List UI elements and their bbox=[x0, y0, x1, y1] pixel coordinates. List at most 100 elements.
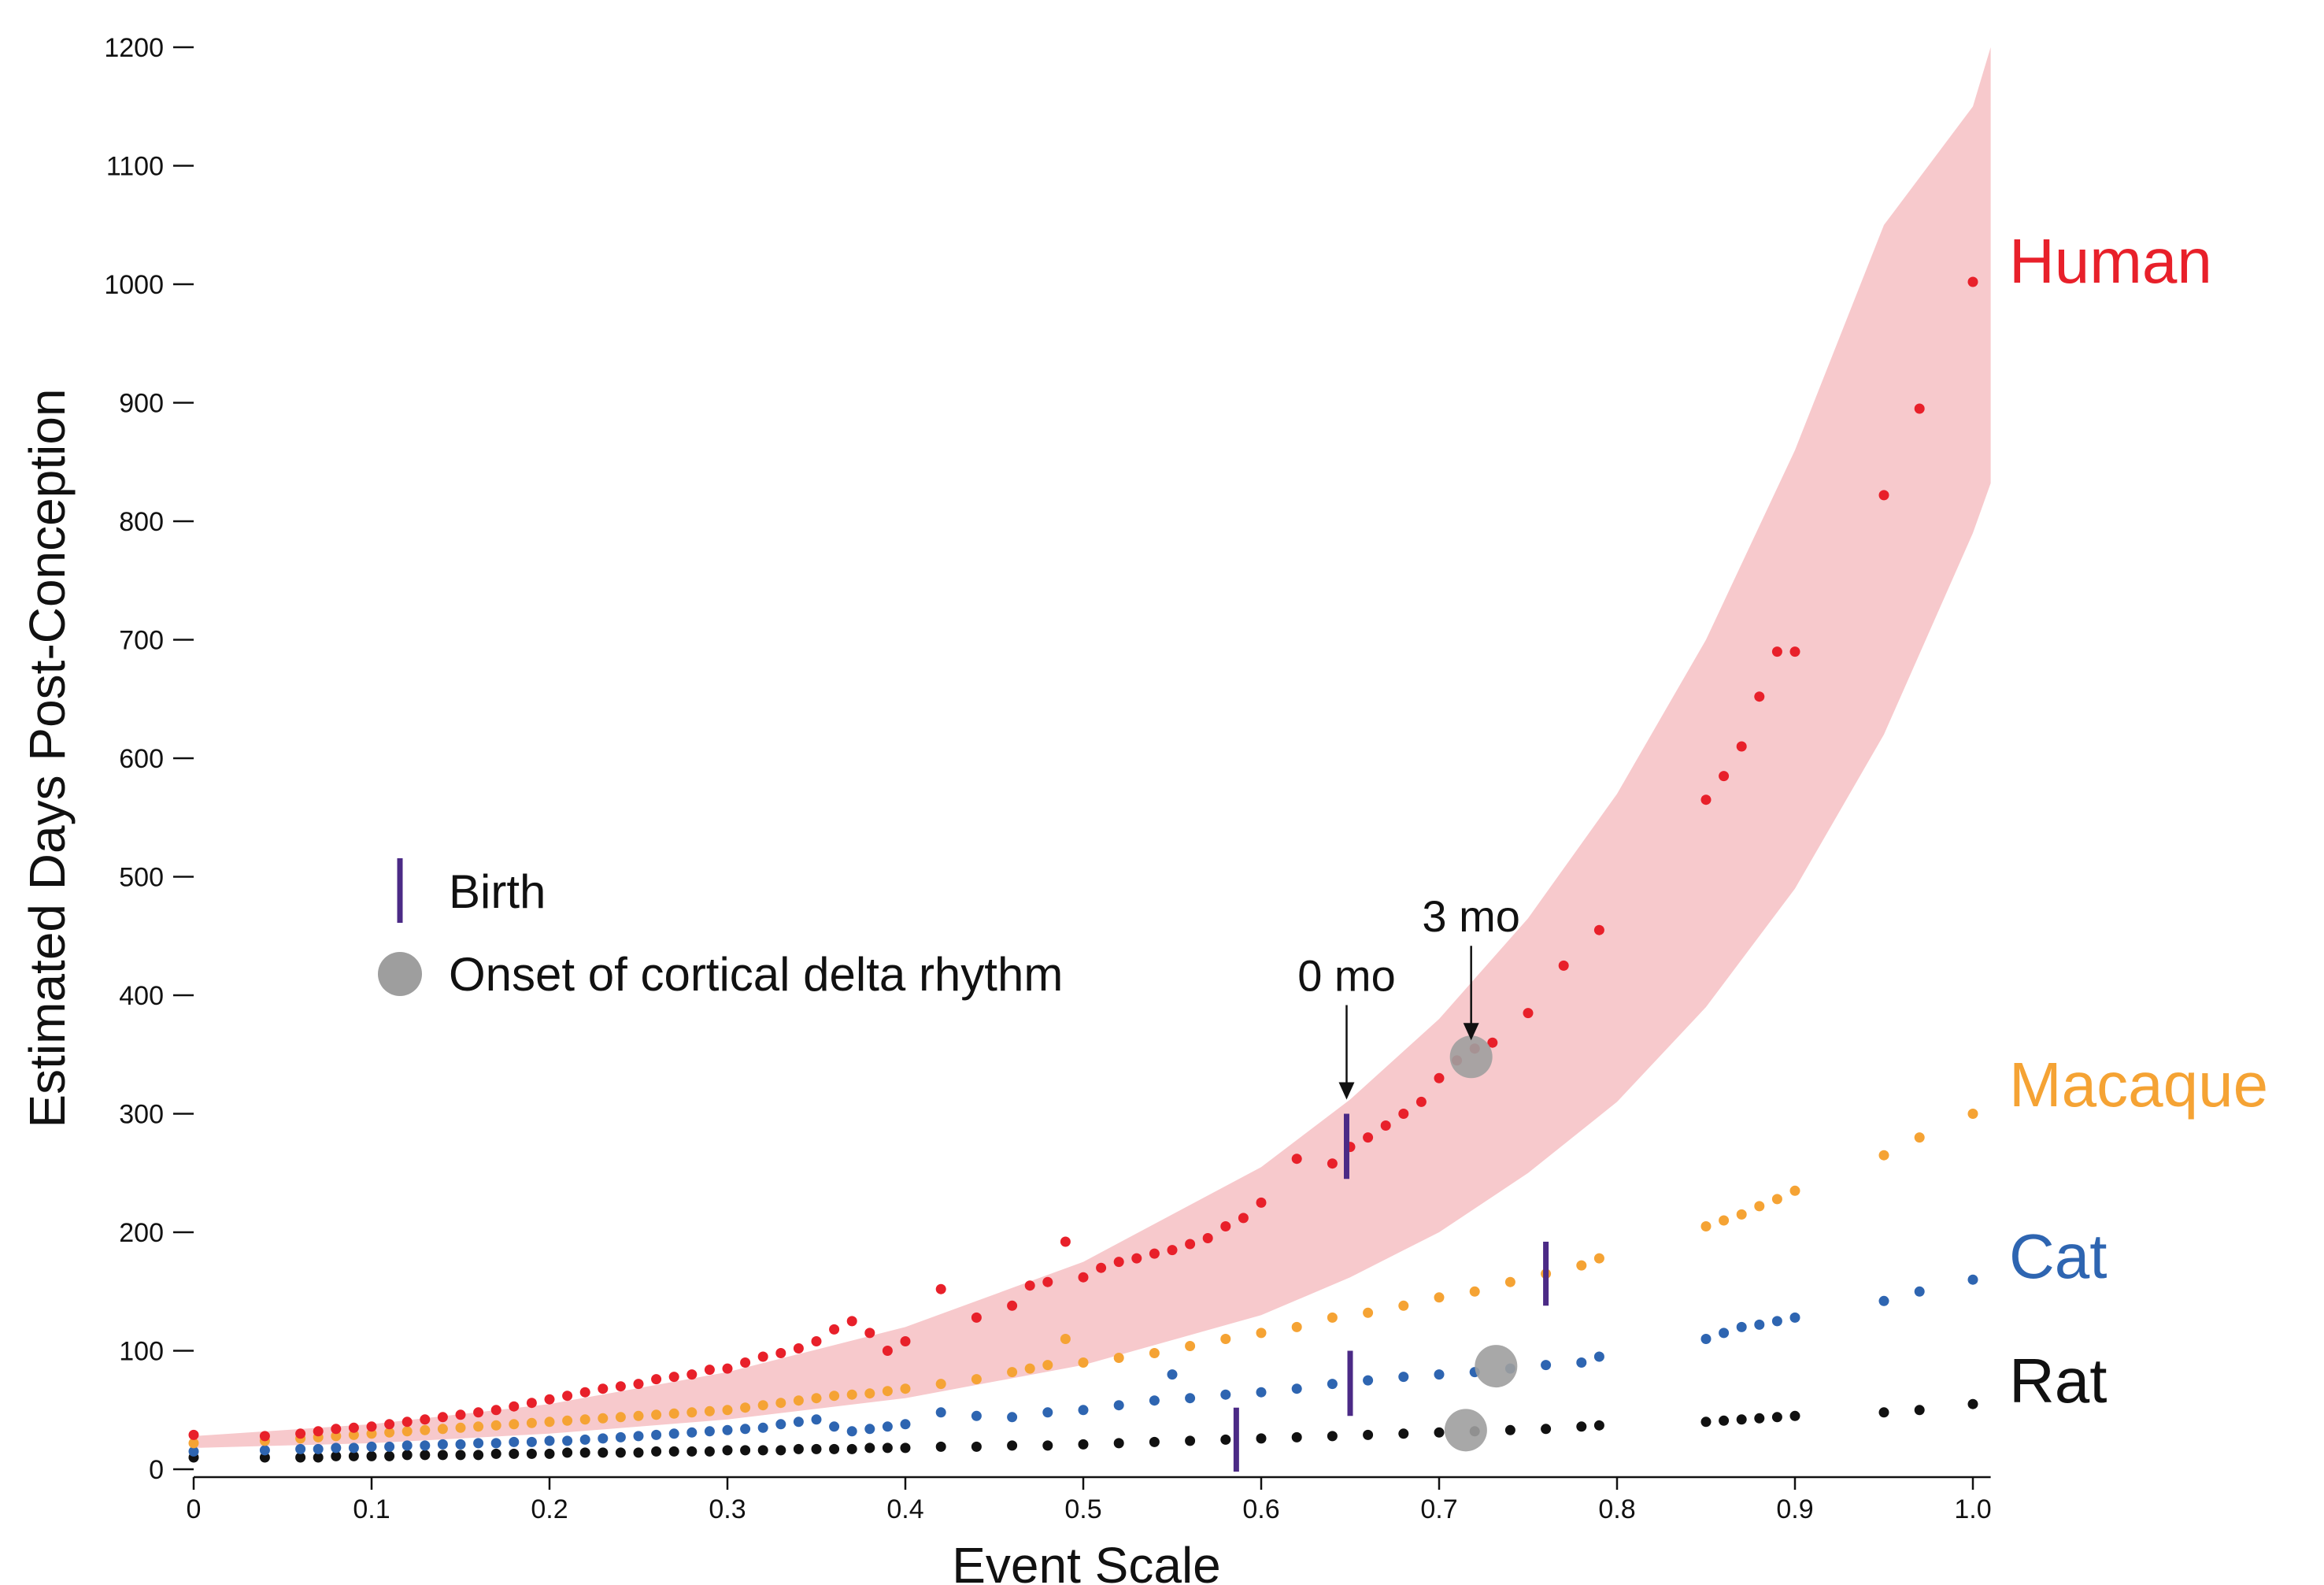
x-tick-label: 0.7 bbox=[1420, 1494, 1457, 1524]
3-mo-arrow-head bbox=[1463, 1023, 1479, 1041]
macaque-point bbox=[1078, 1357, 1089, 1368]
macaque-point bbox=[1060, 1334, 1071, 1344]
human-point bbox=[1256, 1197, 1267, 1208]
cat-point bbox=[1541, 1360, 1552, 1371]
human-point bbox=[1238, 1213, 1249, 1224]
human-point bbox=[544, 1394, 555, 1405]
rat-point bbox=[722, 1445, 733, 1456]
species-label-macaque: Macaque bbox=[2009, 1050, 2268, 1120]
human-point bbox=[1593, 924, 1604, 935]
human-point bbox=[686, 1369, 698, 1380]
macaque-point bbox=[722, 1405, 733, 1416]
human-point bbox=[633, 1379, 644, 1390]
cat-point bbox=[775, 1419, 786, 1430]
cat-point bbox=[437, 1439, 448, 1450]
human-point bbox=[1523, 1008, 1534, 1019]
human-point bbox=[562, 1391, 573, 1402]
macaque-point bbox=[935, 1379, 946, 1390]
rat-point bbox=[633, 1447, 644, 1458]
rat-point bbox=[509, 1448, 520, 1459]
rat-point bbox=[846, 1443, 857, 1454]
cat-point bbox=[562, 1435, 573, 1446]
rat-point bbox=[882, 1442, 893, 1454]
y-axis-title: Estimated Days Post-Conception bbox=[19, 388, 76, 1128]
y-tick-label: 600 bbox=[119, 744, 164, 774]
x-tick-label: 0.8 bbox=[1598, 1494, 1635, 1524]
x-tick-label: 0.6 bbox=[1242, 1494, 1279, 1524]
rat-point bbox=[1327, 1431, 1338, 1442]
cat-point bbox=[935, 1407, 946, 1418]
human-point bbox=[295, 1428, 306, 1439]
macaque-point bbox=[1042, 1360, 1053, 1371]
macaque-point bbox=[864, 1388, 875, 1399]
rat-point bbox=[668, 1446, 679, 1457]
macaque-point bbox=[1024, 1363, 1035, 1374]
rat-point bbox=[651, 1446, 662, 1457]
cat-point bbox=[1185, 1393, 1196, 1404]
human-point bbox=[348, 1422, 359, 1433]
human-point bbox=[846, 1316, 857, 1327]
human-point bbox=[1185, 1239, 1196, 1250]
human-point bbox=[1914, 403, 1925, 414]
human-point bbox=[1771, 646, 1782, 657]
cat-point bbox=[1007, 1412, 1018, 1423]
cat-point bbox=[651, 1429, 662, 1440]
cat-point bbox=[846, 1426, 857, 1437]
cat-point bbox=[544, 1435, 555, 1446]
human-point bbox=[793, 1343, 804, 1354]
species-label-human: Human bbox=[2009, 226, 2212, 296]
y-tick-label: 700 bbox=[119, 626, 164, 656]
rat-point bbox=[562, 1447, 573, 1458]
cat-point bbox=[811, 1414, 822, 1425]
human-point bbox=[1700, 794, 1712, 805]
cat-point bbox=[1878, 1295, 1889, 1306]
rat-point bbox=[757, 1445, 768, 1456]
rat-point bbox=[1541, 1424, 1552, 1435]
human-point bbox=[740, 1357, 751, 1368]
human-point bbox=[1220, 1221, 1231, 1231]
0-mo-arrow-head bbox=[1338, 1082, 1355, 1100]
human-point bbox=[971, 1312, 982, 1323]
cat-point bbox=[526, 1436, 537, 1447]
macaque-point bbox=[740, 1402, 751, 1413]
y-tick-label: 300 bbox=[119, 1100, 164, 1130]
rat-point bbox=[811, 1443, 822, 1454]
rat-point bbox=[1771, 1412, 1782, 1423]
legend-birth-label: Birth bbox=[449, 865, 546, 918]
cat-point bbox=[1914, 1286, 1925, 1297]
rat-point bbox=[1593, 1420, 1604, 1431]
macaque-point bbox=[437, 1424, 448, 1435]
y-tick-label: 400 bbox=[119, 981, 164, 1011]
cat-point bbox=[1256, 1387, 1267, 1398]
macaque-point bbox=[1185, 1341, 1196, 1351]
cat-point bbox=[366, 1441, 377, 1452]
y-tick-label: 900 bbox=[119, 389, 164, 419]
rat-point bbox=[864, 1442, 875, 1454]
rat-point bbox=[1700, 1417, 1712, 1428]
macaque-point bbox=[1256, 1328, 1267, 1339]
human-point bbox=[188, 1429, 199, 1440]
y-tick-label: 100 bbox=[119, 1337, 164, 1367]
macaque-point bbox=[1967, 1109, 1978, 1119]
macaque-point bbox=[811, 1393, 822, 1404]
human-point bbox=[1060, 1236, 1071, 1247]
human-delta-onset-marker bbox=[1449, 1035, 1493, 1079]
rat-point bbox=[1789, 1410, 1800, 1421]
macaque-point bbox=[1789, 1185, 1800, 1196]
macaque-point bbox=[846, 1389, 857, 1400]
rat-point bbox=[1576, 1421, 1587, 1432]
macaque-point bbox=[348, 1429, 359, 1440]
cat-point bbox=[1363, 1375, 1374, 1386]
human-point bbox=[366, 1421, 377, 1432]
human-point bbox=[615, 1381, 626, 1392]
macaque-point bbox=[1504, 1276, 1515, 1287]
macaque-point bbox=[668, 1408, 679, 1419]
macaque-point bbox=[1914, 1132, 1925, 1143]
human-point bbox=[1167, 1245, 1178, 1256]
rat-point bbox=[331, 1450, 342, 1461]
rat-point bbox=[384, 1450, 395, 1461]
rat-point bbox=[1185, 1435, 1196, 1446]
rat-point bbox=[1754, 1413, 1765, 1424]
rat-point bbox=[971, 1441, 982, 1452]
cat-point bbox=[1149, 1395, 1160, 1406]
